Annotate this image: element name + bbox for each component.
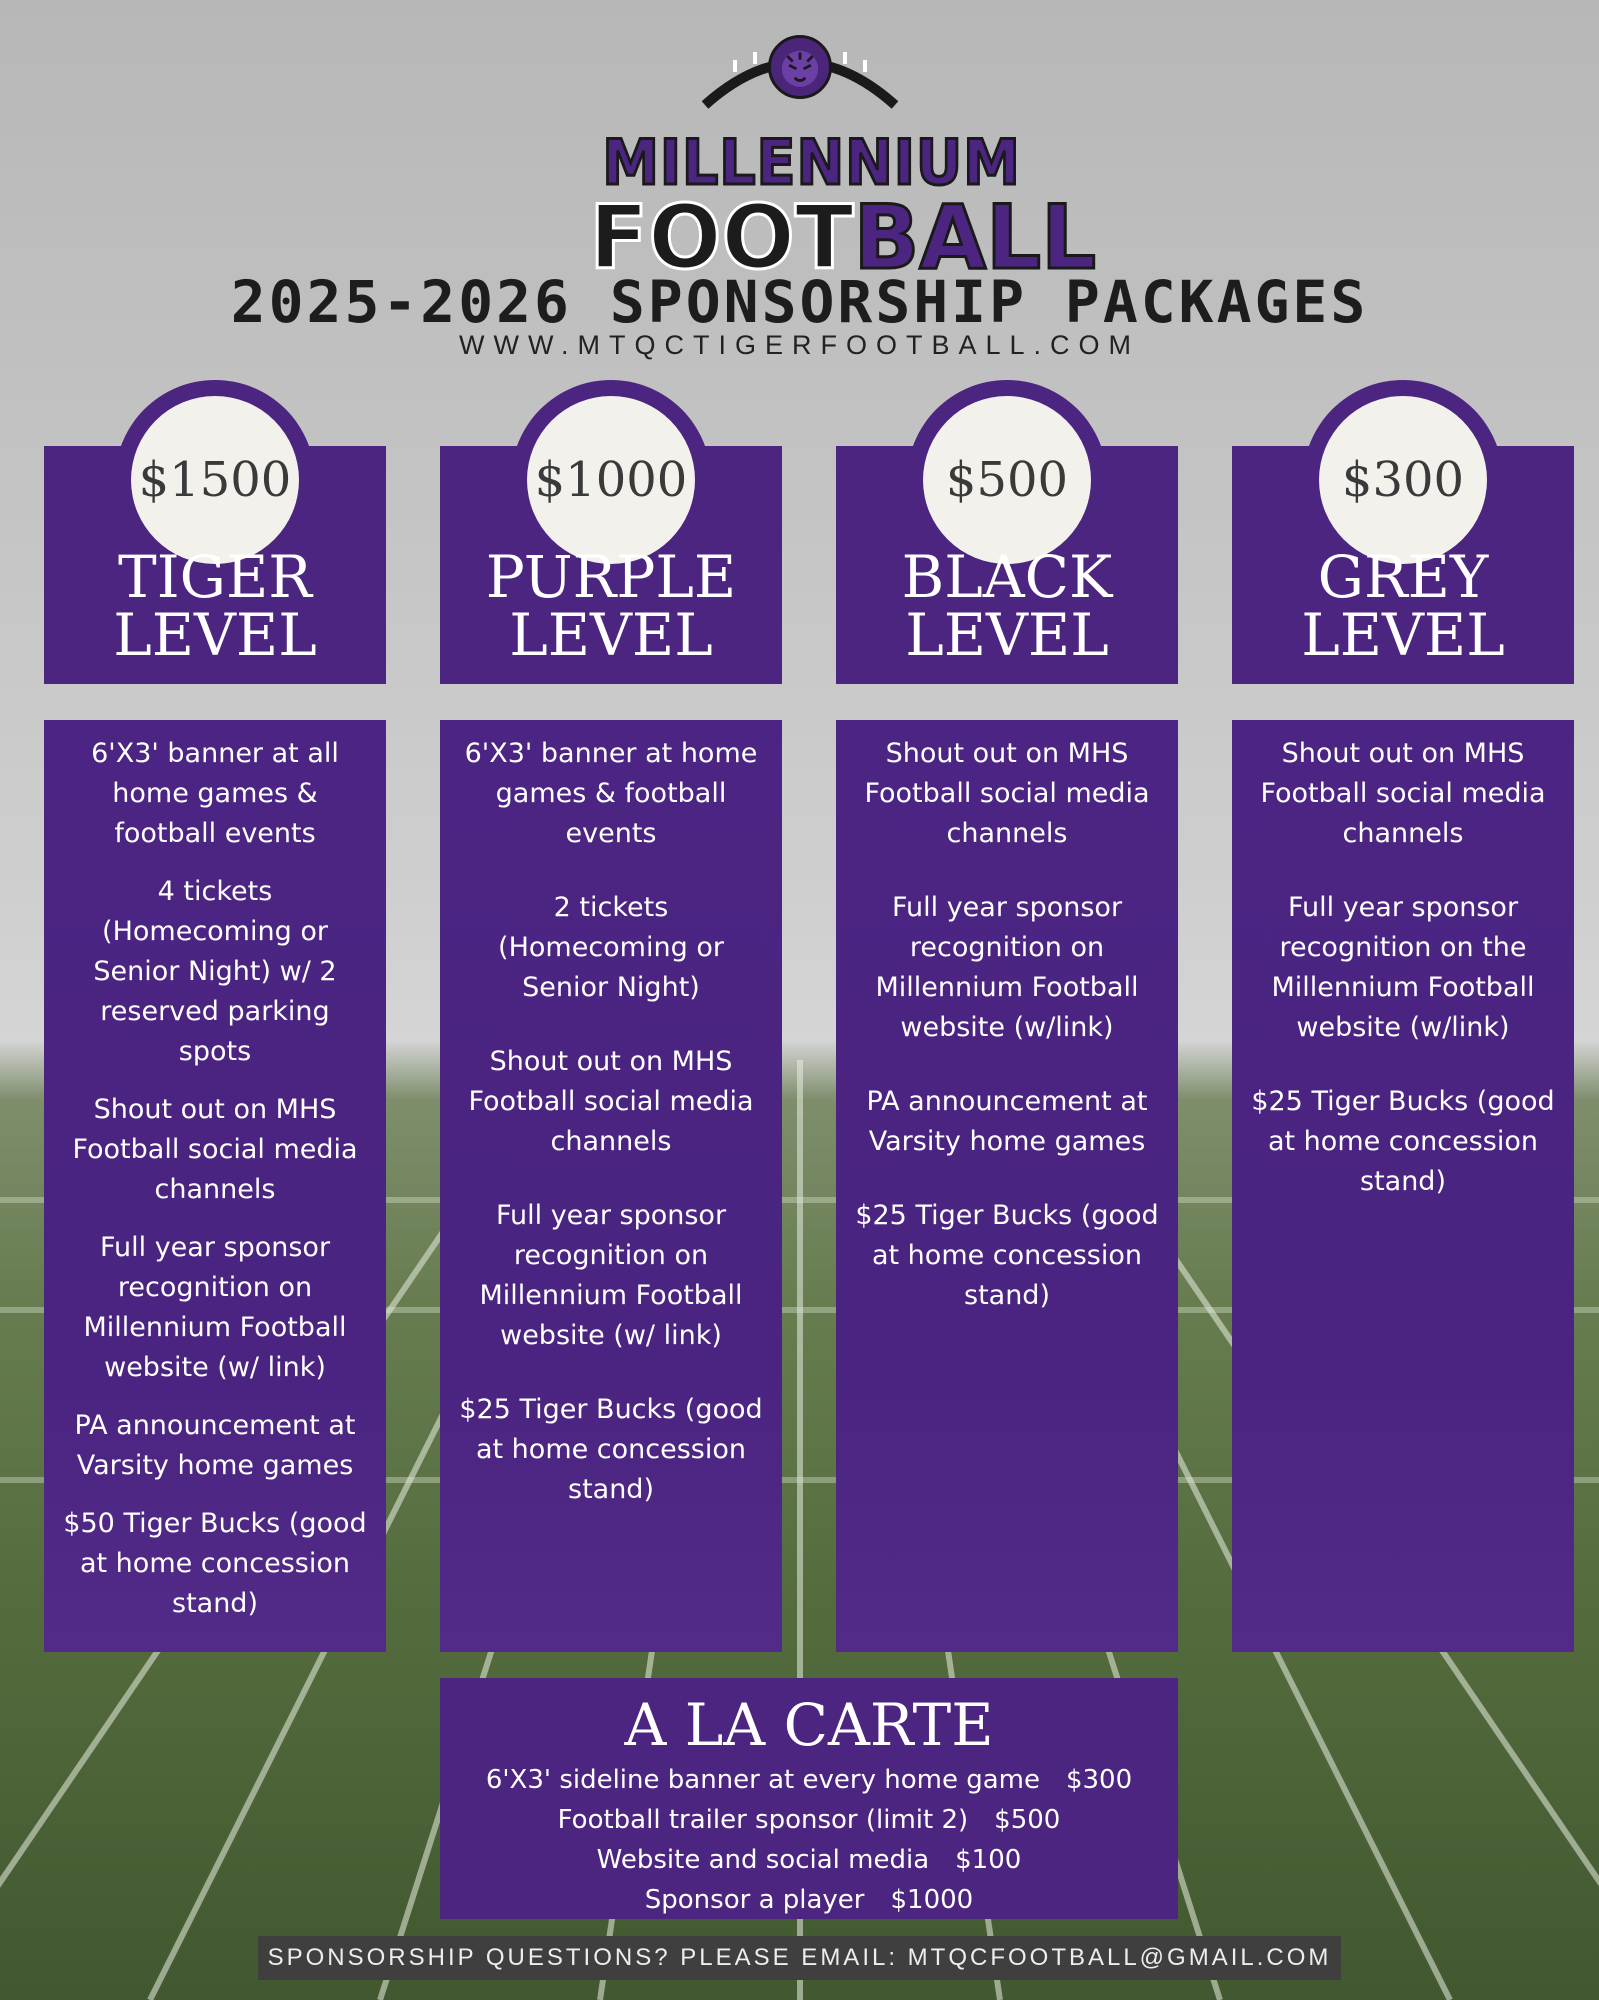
benefit-item: Full year sponsor recognition on Millenn… [83,1232,347,1383]
package-benefits-purple: 6'X3' banner at home games & football ev… [440,720,782,1652]
a-la-carte-price: $300 [1065,1765,1133,1795]
benefit-item: 2 tickets (Homecoming or Senior Night) [498,892,724,1003]
benefit-item: 6'X3' banner at all home games & footbal… [91,738,339,849]
package-title-line1: GREY [1317,543,1489,611]
a-la-carte-price: $1000 [890,1885,974,1915]
team-logo: MILLENNIUM FOOTBALL [585,30,1098,285]
benefit-item: $25 Tiger Bucks (good at home concession… [855,1200,1159,1311]
a-la-carte-price: $100 [955,1845,1022,1875]
package-benefits-grey: Shout out on MHS Football social media c… [1232,720,1574,1652]
package-title-line1: TIGER [118,543,312,611]
a-la-carte-label: 6'X3' sideline banner at every home game [485,1765,1040,1795]
tiger-icon [768,35,832,99]
a-la-carte-box: A LA CARTE 6'X3' sideline banner at ever… [440,1678,1178,1919]
price-badge: $1500 [131,396,299,564]
price-badge: $1000 [527,396,695,564]
a-la-carte-title: A LA CARTE [624,1691,994,1759]
package-title: TIGER LEVEL [44,548,386,664]
benefit-item: Full year sponsor recognition on Millenn… [875,892,1139,1043]
contact-footer: SPONSORSHIP QUESTIONS? PLEASE EMAIL: MTQ… [258,1936,1341,1980]
package-benefits-black: Shout out on MHS Football social media c… [836,720,1178,1652]
benefit-item: Shout out on MHS Football social media c… [864,738,1150,849]
package-title-line2: LEVEL [905,601,1109,669]
benefit-item: Full year sponsor recognition on Millenn… [479,1200,743,1351]
logo-foot: FOOT [588,186,855,289]
benefit-item: $25 Tiger Bucks (good at home concession… [459,1394,763,1505]
package-title-line2: LEVEL [1301,601,1505,669]
benefit-item: 4 tickets (Homecoming or Senior Night) w… [93,876,337,1067]
benefit-item: Shout out on MHS Football social media c… [72,1094,358,1205]
benefit-item: PA announcement at Varsity home games [74,1410,356,1481]
benefit-item: Full year sponsor recognition on the Mil… [1271,892,1535,1043]
benefit-item: 6'X3' banner at home games & football ev… [464,738,758,849]
a-la-carte-label: Sponsor a player [644,1885,865,1915]
price-badge: $300 [1319,396,1487,564]
a-la-carte-row: Football trailer sponsor (limit 2) $500 [440,1800,1178,1840]
benefit-item: $50 Tiger Bucks (good at home concession… [63,1508,367,1619]
page-title: 2025-2026 SPONSORSHIP PACKAGES [230,268,1369,336]
a-la-carte-label: Website and social media [596,1845,930,1875]
a-la-carte-price: $500 [994,1805,1061,1835]
package-title: PURPLE LEVEL [440,548,782,664]
package-title-line2: LEVEL [113,601,317,669]
logo-football: FOOTBALL [588,190,1098,285]
a-la-carte-row: Website and social media $100 [440,1840,1178,1880]
package-title-line2: LEVEL [509,601,713,669]
package-benefits-tiger: 6'X3' banner at all home games & footbal… [44,720,386,1652]
a-la-carte-row: 6'X3' sideline banner at every home game… [440,1760,1178,1800]
benefit-item: $25 Tiger Bucks (good at home concession… [1251,1086,1555,1197]
package-title: GREY LEVEL [1232,548,1574,664]
price-badge: $500 [923,396,1091,564]
package-title: BLACK LEVEL [836,548,1178,664]
a-la-carte-label: Football trailer sponsor (limit 2) [557,1805,969,1835]
benefit-item: PA announcement at Varsity home games [866,1086,1148,1157]
website-link[interactable]: WWW.MTQCTIGERFOOTBALL.COM [459,330,1140,360]
a-la-carte-row: Sponsor a player $1000 [440,1880,1178,1920]
benefit-item: Shout out on MHS Football social media c… [468,1046,754,1157]
logo-millennium: MILLENNIUM [601,126,1021,199]
package-title-line1: BLACK [901,543,1113,611]
package-title-line1: PURPLE [485,543,737,611]
benefit-item: Shout out on MHS Football social media c… [1260,738,1546,849]
logo-ball: BALL [852,186,1097,289]
